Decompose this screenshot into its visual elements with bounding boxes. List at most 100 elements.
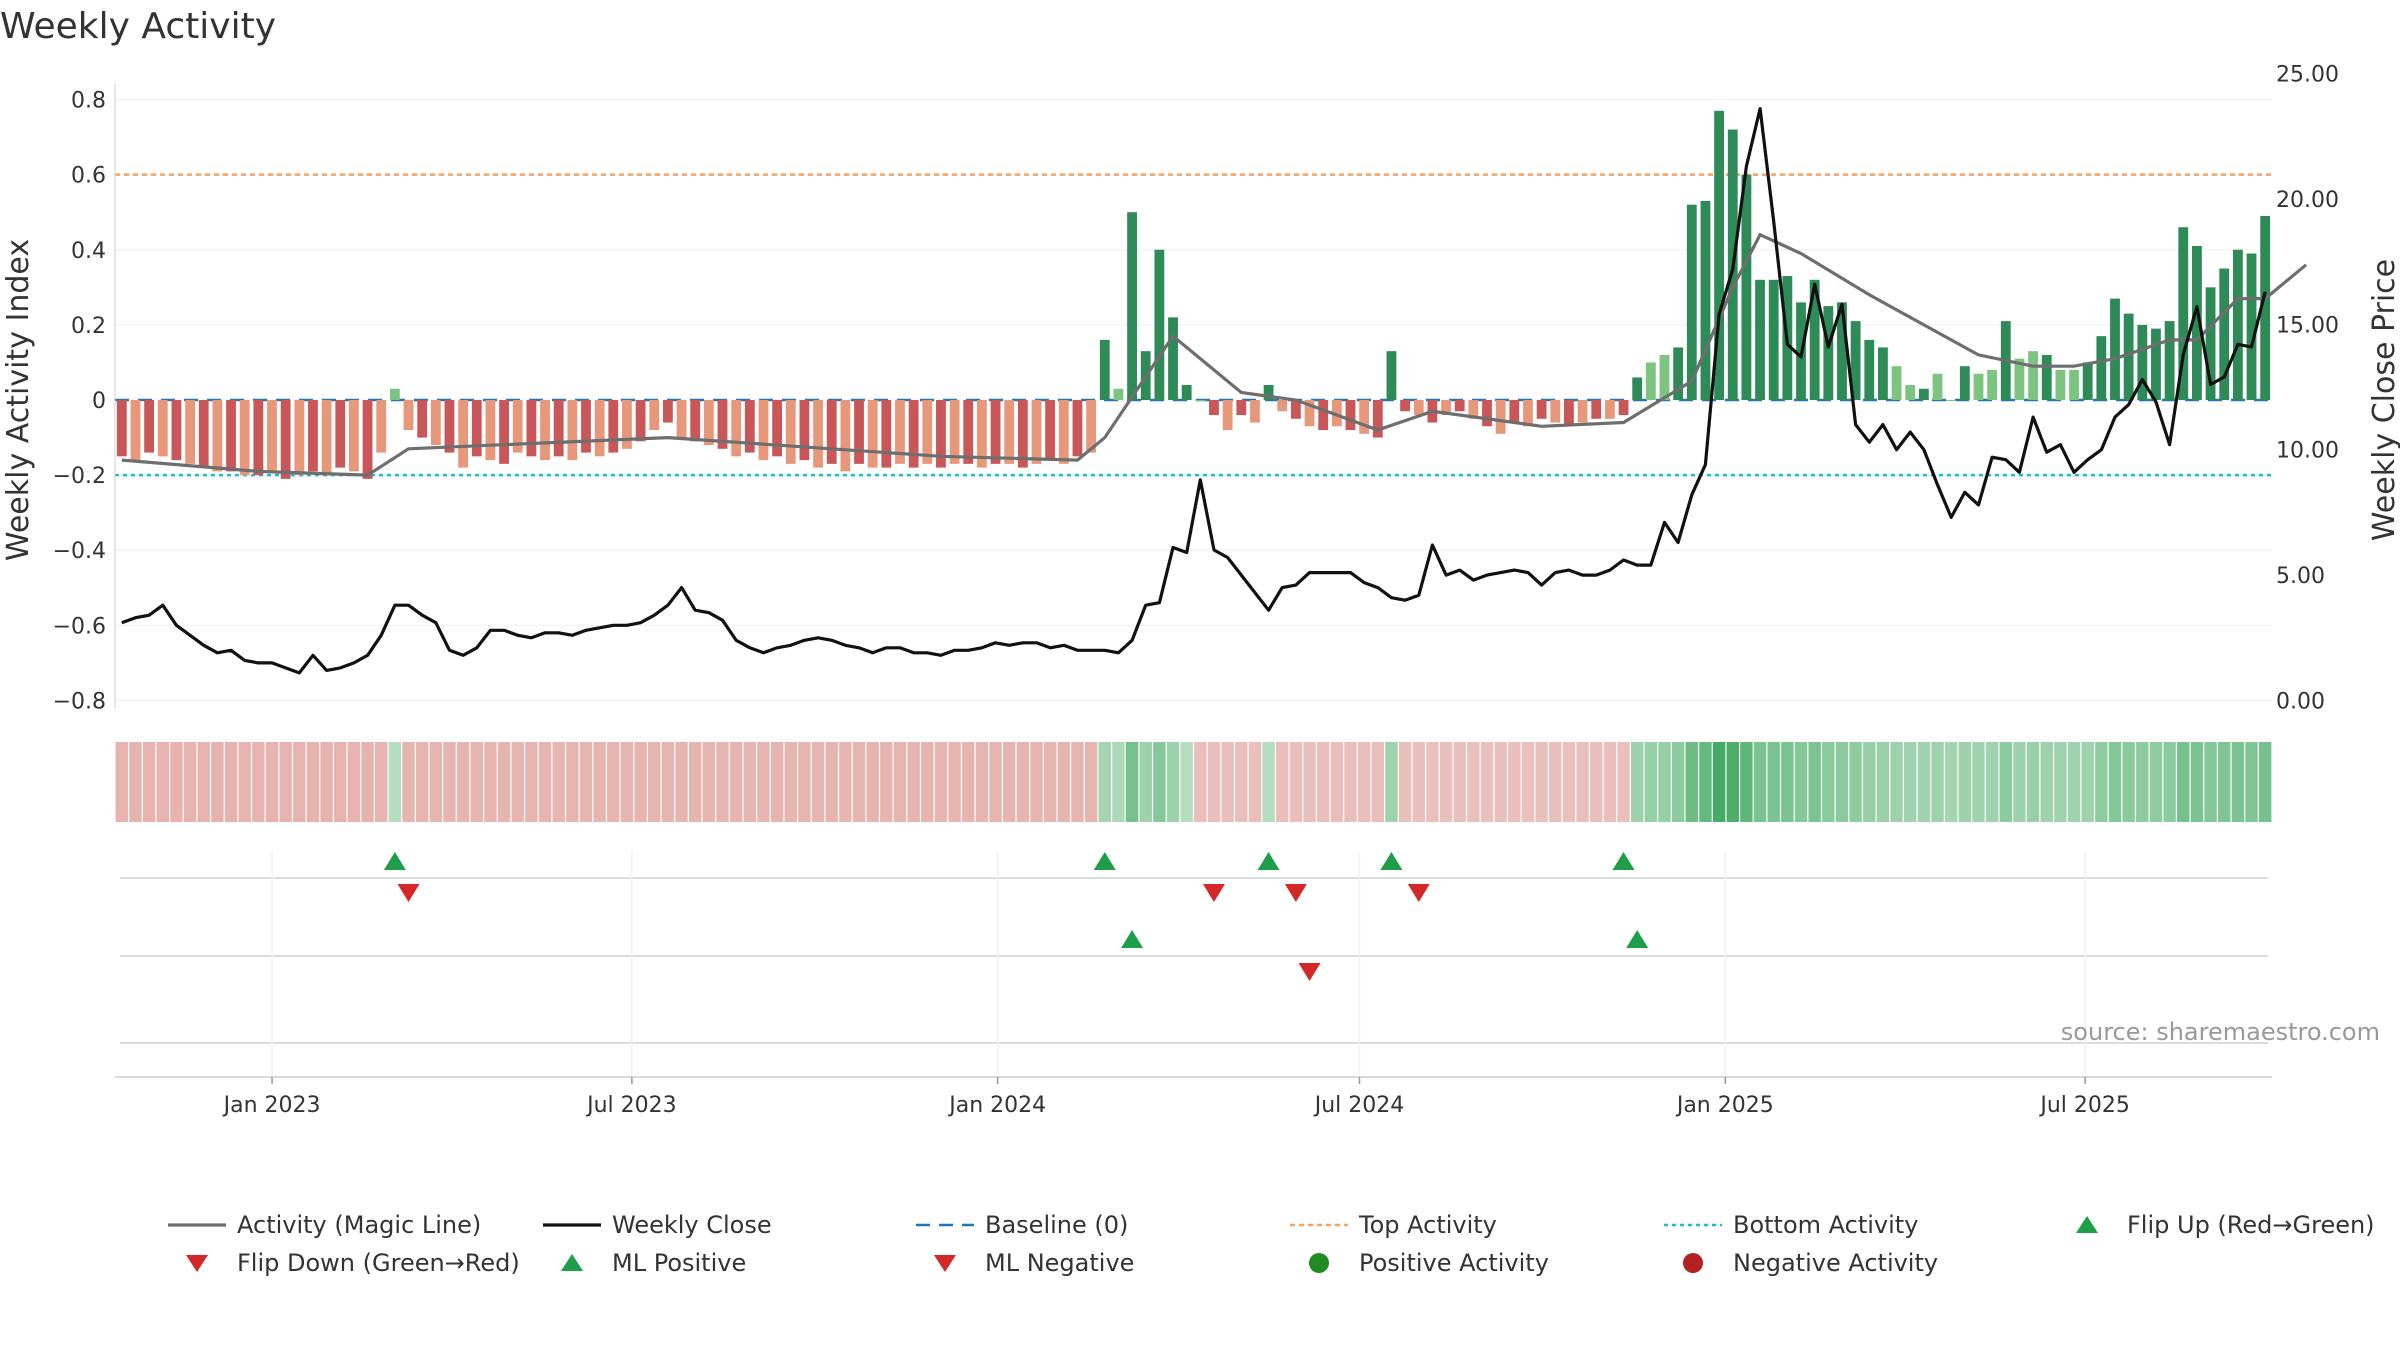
strip-cell: [511, 742, 524, 822]
strip-cell: [443, 742, 456, 822]
strip-cell: [675, 742, 688, 822]
activity-bar: [294, 400, 305, 476]
x-tick-label: Jan 2024: [947, 1093, 1046, 1118]
strip-cell: [2040, 742, 2053, 822]
strip-cell: [1016, 742, 1030, 822]
strip-cell: [1084, 742, 1098, 822]
strip-cell: [374, 742, 388, 822]
legend-item: Activity (Magic Line): [168, 1211, 481, 1239]
strip-cell: [1139, 742, 1152, 822]
activity-bar: [1755, 279, 1765, 400]
strip-cell: [1180, 742, 1193, 822]
strip-cell: [1207, 742, 1221, 822]
strip-cell: [2177, 742, 2190, 822]
legend-item: Weekly Close: [543, 1211, 772, 1239]
activity-bar: [1918, 388, 1929, 400]
activity-bar: [2123, 313, 2134, 400]
activity-bar: [867, 400, 878, 468]
strip-cell: [1726, 742, 1739, 822]
activity-bar: [1031, 400, 1042, 464]
y-tick-left: −0.8: [53, 689, 106, 714]
strip-cell: [2054, 742, 2067, 822]
activity-bar: [267, 400, 277, 472]
activity-bar: [1113, 388, 1124, 400]
activity-bar: [799, 400, 810, 461]
strip-cell: [2163, 742, 2176, 822]
strip-cell: [1903, 742, 1917, 822]
legend-item: ML Positive: [561, 1249, 746, 1277]
activity-bar: [976, 400, 987, 468]
legend-label: Weekly Close: [612, 1211, 772, 1239]
activity-bar: [703, 400, 714, 446]
strip-cell: [2026, 742, 2040, 822]
legend-swatch: [934, 1255, 956, 1272]
flip-down-marker: [1284, 884, 1307, 902]
ml-negative-marker: [1298, 963, 1321, 981]
activity-bar: [1659, 354, 1670, 400]
y-tick-right: 0.00: [2276, 689, 2325, 714]
activity-bar: [1536, 400, 1547, 419]
strip-cell: [948, 742, 961, 822]
activity-bar: [1714, 110, 1725, 400]
activity-bar: [1604, 400, 1615, 419]
strip-cell: [1958, 742, 1972, 822]
strip-cell: [156, 742, 170, 822]
strip-cell: [1630, 742, 1644, 822]
legend-item: ML Negative: [934, 1249, 1134, 1277]
strip-cell: [593, 742, 606, 822]
activity-bar: [444, 400, 455, 453]
activity-bar: [458, 400, 469, 468]
y-tick-right: 25.00: [2276, 63, 2339, 88]
strip-cell: [1221, 742, 1234, 822]
strip-cell: [1644, 742, 1658, 822]
strip-cell: [1508, 742, 1521, 822]
activity-bar: [2082, 362, 2093, 400]
activity-bar: [198, 400, 209, 468]
strip-cell: [279, 742, 292, 822]
activity-bar: [1127, 212, 1137, 400]
legend-label: ML Positive: [612, 1249, 746, 1277]
legend-label: Activity (Magic Line): [237, 1211, 481, 1239]
activity-bar: [1263, 384, 1274, 400]
strip-cell: [1248, 742, 1262, 822]
strip-cell: [525, 742, 538, 822]
activity-bar: [717, 400, 728, 449]
activity-bar: [854, 400, 864, 464]
activity-bar: [676, 400, 687, 438]
strip-cell: [934, 742, 948, 822]
activity-bar: [1441, 400, 1451, 416]
strip-cell: [1194, 742, 1207, 822]
activity-bar: [1400, 400, 1411, 412]
y-tick-left: −0.6: [53, 614, 106, 639]
x-tick-label: Jul 2024: [1313, 1093, 1405, 1118]
legend-item: Bottom Activity: [1664, 1211, 1918, 1239]
y-tick-left: 0.6: [71, 164, 106, 189]
activity-bar: [226, 400, 236, 472]
activity-bar: [1372, 400, 1383, 438]
strip-cell: [989, 742, 1002, 822]
activity-bar: [1209, 400, 1219, 416]
activity-bar: [485, 400, 496, 461]
strip-cell: [975, 742, 989, 822]
activity-bar: [2096, 336, 2107, 400]
strip-cell: [1043, 742, 1057, 822]
activity-bar: [1891, 366, 1902, 400]
strip-cell: [2190, 742, 2204, 822]
strip-cell: [1712, 742, 1726, 822]
activity-bar: [1523, 400, 1533, 427]
strip-cell: [1549, 742, 1562, 822]
activity-bar: [403, 400, 414, 431]
activity-bar: [813, 400, 823, 468]
activity-bar: [990, 400, 1001, 464]
strip-cell: [798, 742, 811, 822]
strip-cell: [2149, 742, 2163, 822]
strip-cell: [1985, 742, 1999, 822]
strip-cell: [1316, 742, 1330, 822]
strip-cell: [388, 742, 402, 822]
strip-cell: [2108, 742, 2122, 822]
activity-bar: [1741, 174, 1752, 400]
y-tick-right: 10.00: [2276, 439, 2339, 464]
activity-bar: [1195, 400, 1206, 401]
strip-cell: [2245, 742, 2258, 822]
activity-bar: [2110, 298, 2120, 400]
